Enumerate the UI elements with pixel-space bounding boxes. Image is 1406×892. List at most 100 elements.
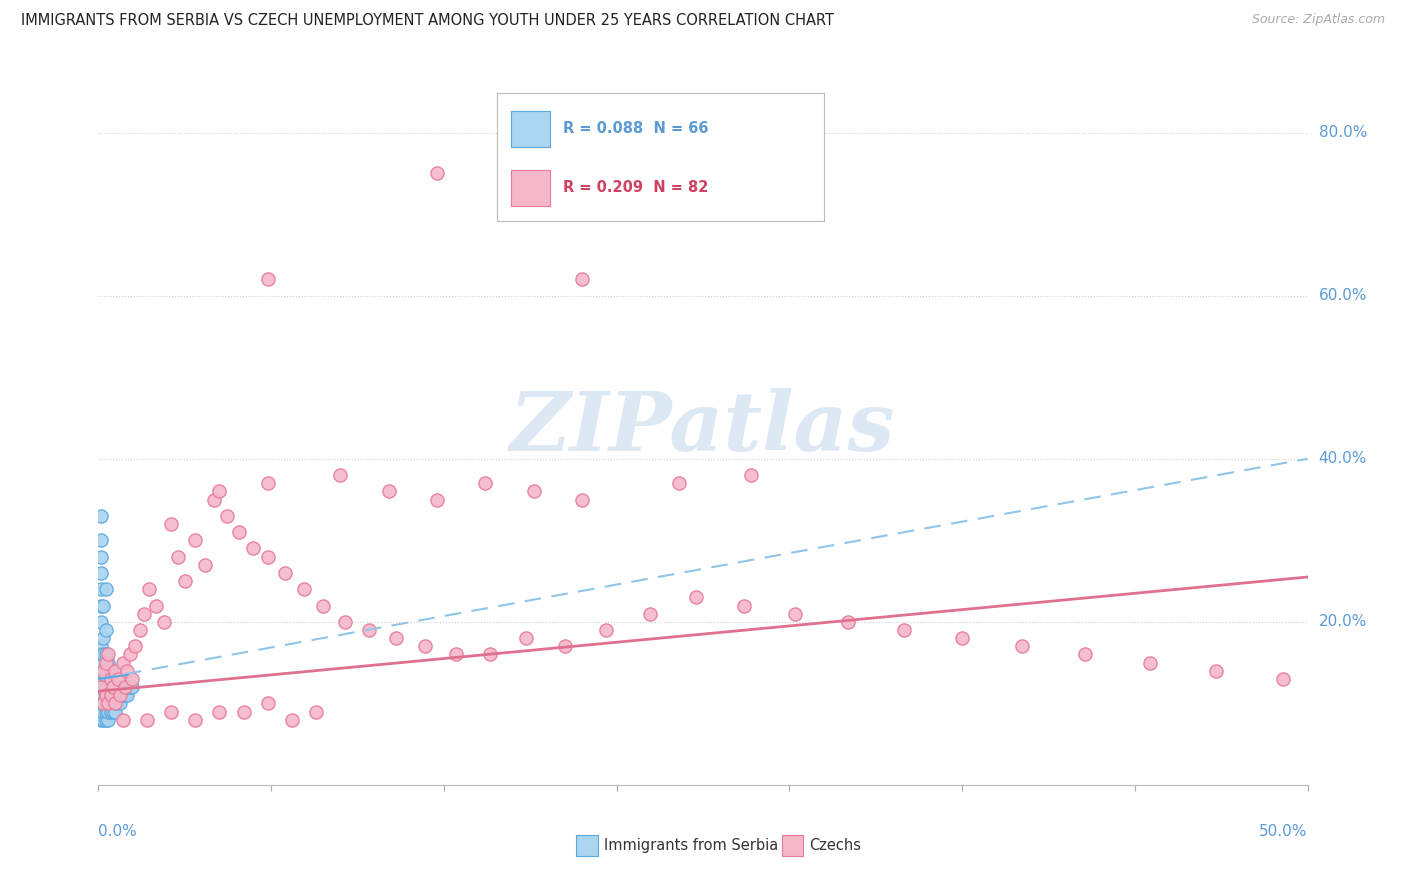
Point — [91, 680, 114, 694]
Point — [138, 582, 160, 597]
Point — [685, 591, 707, 605]
Point — [312, 599, 335, 613]
Point — [893, 623, 915, 637]
Point — [160, 516, 183, 531]
Point — [135, 713, 157, 727]
Point — [90, 680, 112, 694]
Point — [91, 656, 114, 670]
Point — [446, 648, 468, 662]
Point — [128, 623, 150, 637]
Point — [107, 672, 129, 686]
Point — [101, 680, 124, 694]
Point — [292, 582, 315, 597]
Point — [228, 525, 250, 540]
Point — [90, 697, 112, 711]
Point — [94, 680, 117, 694]
Text: 60.0%: 60.0% — [1319, 288, 1367, 303]
Point — [783, 607, 806, 621]
Point — [90, 656, 112, 670]
Text: ZIPatlas: ZIPatlas — [510, 388, 896, 468]
Point — [256, 549, 278, 564]
Point — [91, 672, 114, 686]
Point — [124, 640, 146, 654]
Point — [97, 697, 120, 711]
Point — [111, 688, 134, 702]
Point — [101, 705, 124, 719]
Point — [1074, 648, 1097, 662]
Point — [97, 697, 120, 711]
Point — [91, 648, 114, 662]
Point — [359, 623, 381, 637]
Point — [515, 631, 537, 645]
Point — [94, 697, 117, 711]
Point — [101, 680, 124, 694]
Point — [90, 713, 112, 727]
Point — [111, 713, 134, 727]
Point — [385, 631, 408, 645]
Point — [208, 705, 231, 719]
Point — [117, 680, 139, 694]
Point — [167, 549, 190, 564]
Point — [90, 688, 112, 702]
Point — [1272, 672, 1295, 686]
Point — [134, 607, 156, 621]
Point — [638, 607, 661, 621]
Point — [97, 648, 120, 662]
Point — [273, 566, 295, 580]
Point — [333, 615, 356, 629]
Point — [108, 680, 131, 694]
Point — [117, 664, 139, 678]
Point — [90, 672, 112, 686]
Point — [90, 615, 112, 629]
Point — [111, 656, 134, 670]
Bar — [576, 835, 598, 856]
Point — [256, 476, 278, 491]
Point — [90, 688, 112, 702]
Point — [215, 508, 238, 523]
Point — [91, 705, 114, 719]
Point — [114, 680, 136, 694]
Point — [94, 664, 117, 678]
Point — [91, 697, 114, 711]
Point — [90, 664, 112, 678]
Point — [97, 705, 120, 719]
Point — [104, 705, 127, 719]
Text: 40.0%: 40.0% — [1319, 451, 1367, 467]
Point — [91, 697, 114, 711]
Point — [94, 713, 117, 727]
Point — [90, 697, 112, 711]
Point — [91, 631, 114, 645]
Point — [90, 508, 112, 523]
Text: 50.0%: 50.0% — [1260, 824, 1308, 838]
Point — [121, 680, 143, 694]
Point — [256, 697, 278, 711]
Point — [204, 492, 226, 507]
Point — [281, 713, 304, 727]
Point — [100, 680, 122, 694]
Point — [100, 697, 122, 711]
Point — [145, 599, 167, 613]
Point — [91, 599, 114, 613]
Point — [94, 688, 117, 702]
Point — [104, 680, 127, 694]
Point — [152, 615, 174, 629]
Point — [1011, 640, 1033, 654]
Point — [595, 623, 617, 637]
Point — [94, 648, 117, 662]
Point — [90, 705, 112, 719]
Point — [104, 664, 127, 678]
Point — [108, 697, 131, 711]
Point — [668, 476, 690, 491]
Point — [107, 688, 129, 702]
Point — [100, 688, 122, 702]
Point — [377, 484, 399, 499]
Point — [97, 672, 120, 686]
Bar — [782, 835, 803, 856]
Point — [208, 484, 231, 499]
Point — [740, 468, 762, 483]
Text: Immigrants from Serbia: Immigrants from Serbia — [603, 838, 778, 853]
Point — [94, 705, 117, 719]
Point — [90, 680, 112, 694]
Point — [118, 648, 141, 662]
Point — [571, 492, 593, 507]
